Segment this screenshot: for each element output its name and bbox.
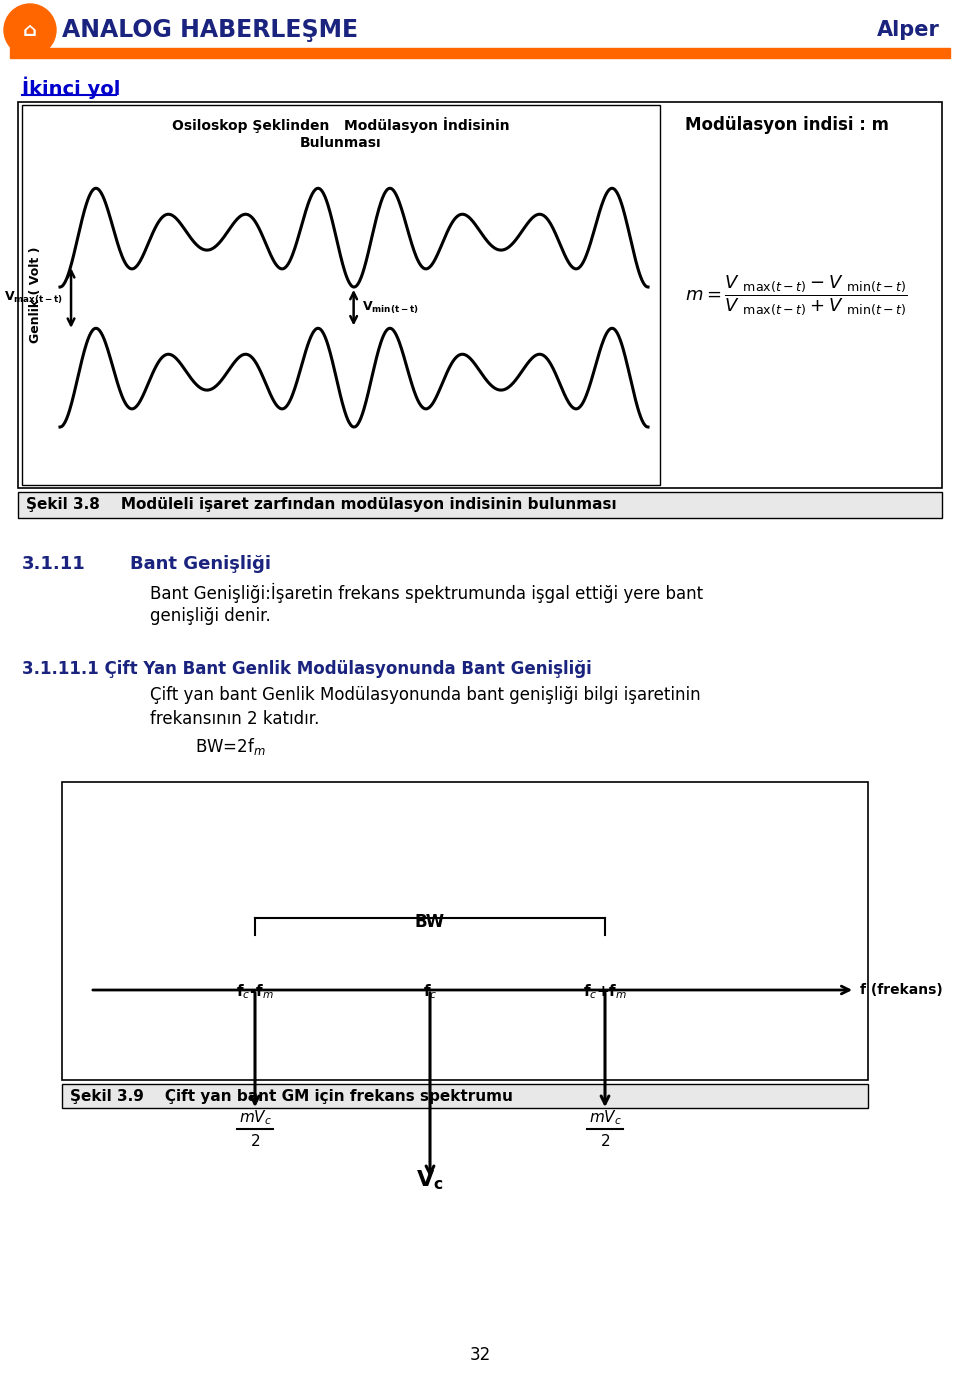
Text: $\mathbf{V_{min(t-t)}}$: $\mathbf{V_{min(t-t)}}$	[362, 299, 419, 315]
Bar	[10, 48, 950, 58]
Text: İkinci yol: İkinci yol	[22, 77, 120, 99]
Text: $mV_c$: $mV_c$	[238, 1108, 272, 1126]
Bar	[62, 1084, 868, 1108]
Text: Alper: Alper	[877, 21, 940, 40]
Bar	[18, 492, 942, 518]
Text: Bant Genişliği: Bant Genişliği	[130, 555, 271, 573]
Text: ⌂: ⌂	[23, 21, 37, 40]
Circle shape	[4, 4, 56, 56]
Text: f$_c$-f$_m$: f$_c$-f$_m$	[236, 982, 274, 1001]
Text: $2$: $2$	[250, 1133, 260, 1148]
Text: BW=2f$_m$: BW=2f$_m$	[195, 735, 266, 757]
Text: Genlik ( Volt ): Genlik ( Volt )	[30, 246, 42, 343]
Text: f$_c$+f$_m$: f$_c$+f$_m$	[583, 982, 627, 1001]
Text: f (frekans): f (frekans)	[860, 983, 943, 997]
Text: Şekil 3.8    Modüleli işaret zarfından modülasyon indisinin bulunması: Şekil 3.8 Modüleli işaret zarfından modü…	[26, 497, 616, 512]
Text: $\mathbf{V_c}$: $\mathbf{V_c}$	[417, 1169, 444, 1192]
Text: Bulunması: Bulunması	[300, 136, 382, 150]
Text: f$_c$: f$_c$	[422, 982, 437, 1001]
Text: 3.1.11: 3.1.11	[22, 555, 85, 573]
Text: BW: BW	[415, 913, 445, 931]
Text: ANALOG HABERLEŞME: ANALOG HABERLEŞME	[62, 18, 358, 43]
Text: $\mathbf{V_{max(t-t)}}$: $\mathbf{V_{max(t-t)}}$	[4, 289, 63, 306]
Text: $m=\dfrac{V\ _{\mathrm{max}(t-t)}-V\ _{\mathrm{min}(t-t)}}{V\ _{\mathrm{max}(t-t: $m=\dfrac{V\ _{\mathrm{max}(t-t)}-V\ _{\…	[685, 273, 908, 317]
Text: Çift yan bant Genlik Modülasyonunda bant genişliği bilgi işaretinin: Çift yan bant Genlik Modülasyonunda bant…	[150, 686, 701, 704]
Text: $mV_c$: $mV_c$	[588, 1108, 621, 1126]
Text: frekansının 2 katıdır.: frekansının 2 katıdır.	[150, 711, 320, 728]
Bar	[22, 105, 660, 485]
Text: Modülasyon indisi : m: Modülasyon indisi : m	[685, 116, 889, 134]
Text: Şekil 3.9    Çift yan bant GM için frekans spektrumu: Şekil 3.9 Çift yan bant GM için frekans …	[70, 1088, 513, 1103]
Bar	[18, 102, 942, 487]
Text: Osiloskop Şeklinden   Modülasyon İndisinin: Osiloskop Şeklinden Modülasyon İndisinin	[172, 117, 510, 134]
Text: 3.1.11.1 Çift Yan Bant Genlik Modülasyonunda Bant Genişliği: 3.1.11.1 Çift Yan Bant Genlik Modülasyon…	[22, 660, 591, 677]
Bar	[62, 782, 868, 1080]
Text: genişliği denir.: genişliği denir.	[150, 607, 271, 625]
Text: Bant Genişliği:İşaretin frekans spektrumunda işgal ettiği yere bant: Bant Genişliği:İşaretin frekans spektrum…	[150, 582, 703, 603]
Text: $2$: $2$	[600, 1133, 610, 1148]
Text: 32: 32	[469, 1345, 491, 1365]
